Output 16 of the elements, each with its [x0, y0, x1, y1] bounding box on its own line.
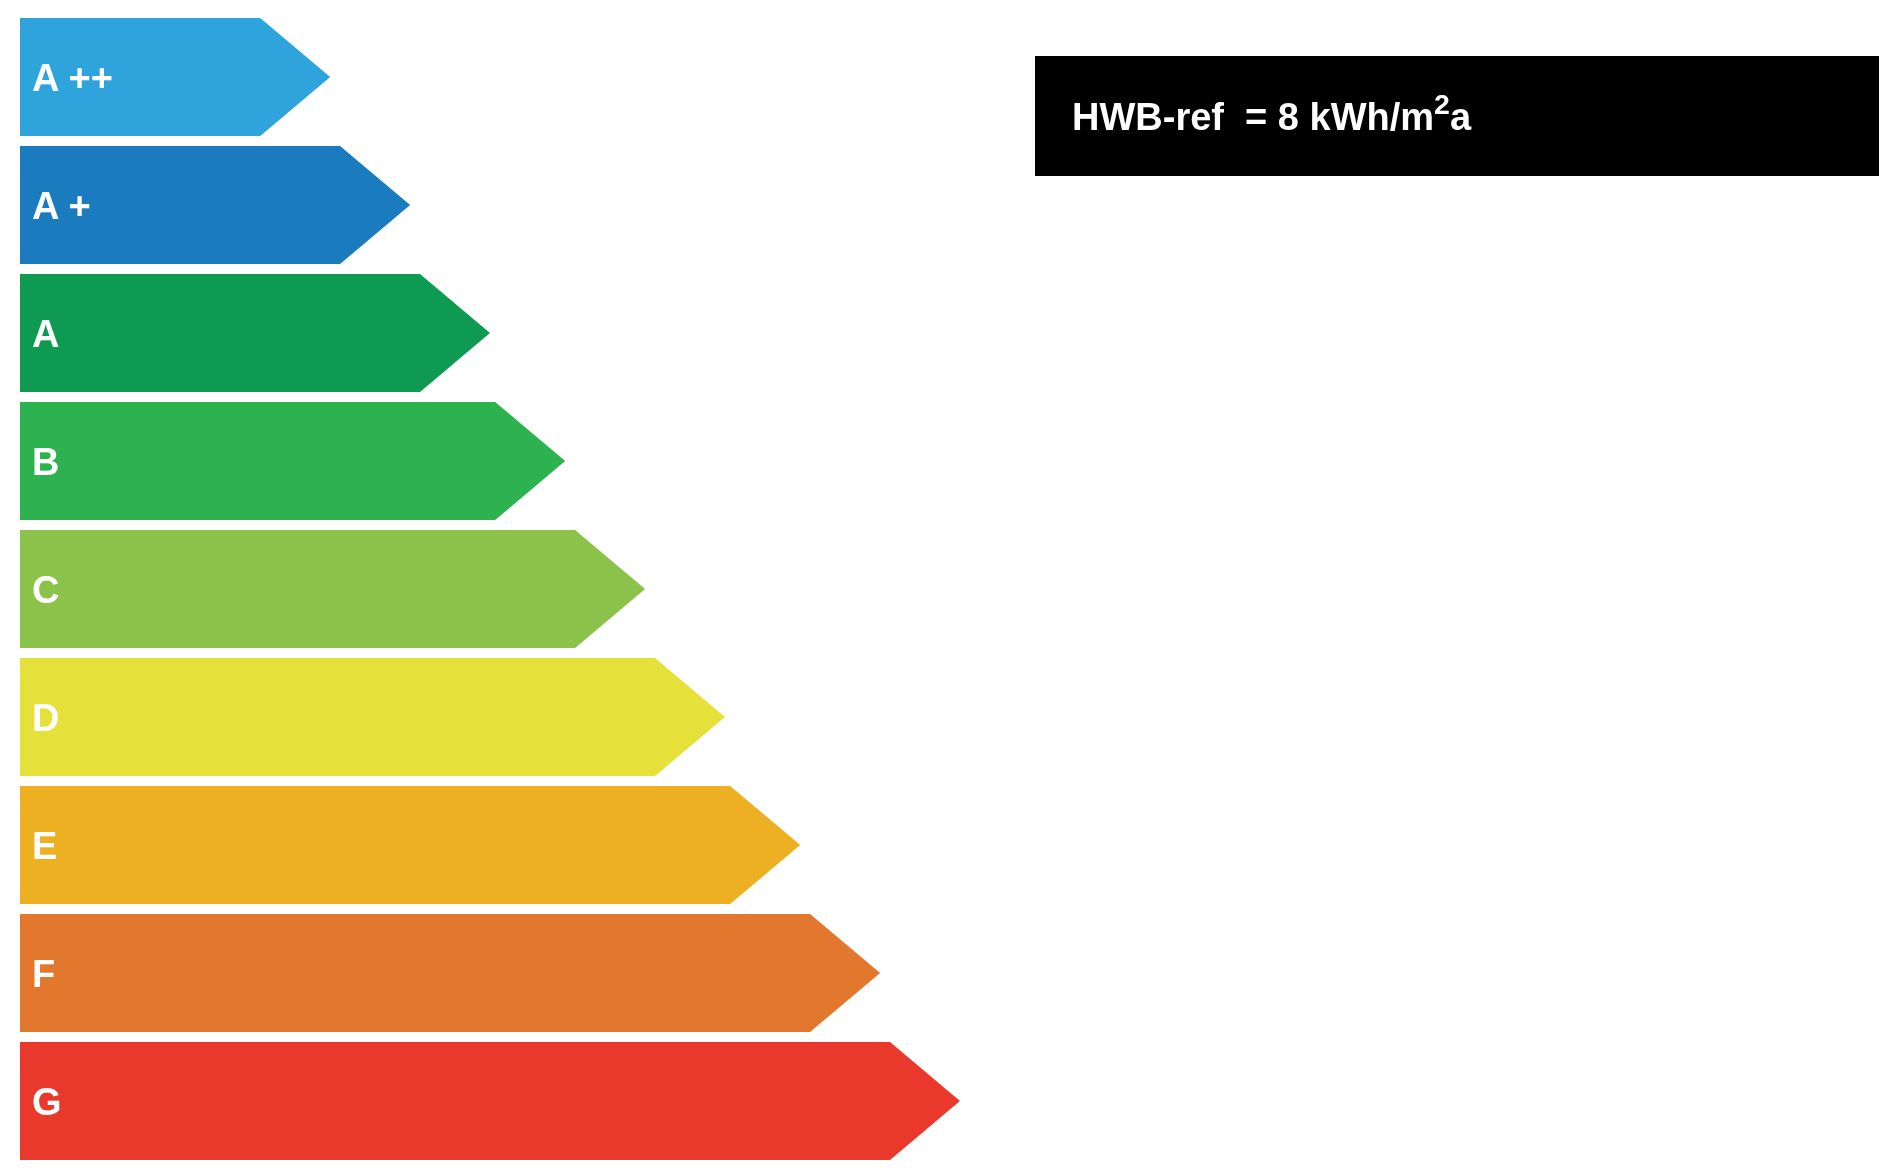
bar — [20, 1042, 960, 1160]
y-tick-label: D — [32, 697, 60, 739]
y-tick-label: F — [32, 953, 56, 995]
bar — [20, 530, 646, 648]
y-tick-label: A + — [32, 185, 91, 227]
bar — [20, 658, 725, 776]
y-tick-label: A ++ — [32, 57, 113, 99]
y-tick-label: E — [32, 825, 58, 867]
text: HWB-ref = 8 kWh/m$^{2}$a — [1072, 88, 1472, 138]
y-tick-label: A — [32, 313, 60, 355]
y-tick-label: B — [32, 441, 60, 483]
bar — [20, 402, 566, 520]
y-tick-label: G — [32, 1081, 62, 1123]
bar — [20, 786, 801, 904]
y-tick-label: C — [32, 569, 60, 611]
bar — [20, 914, 881, 1032]
